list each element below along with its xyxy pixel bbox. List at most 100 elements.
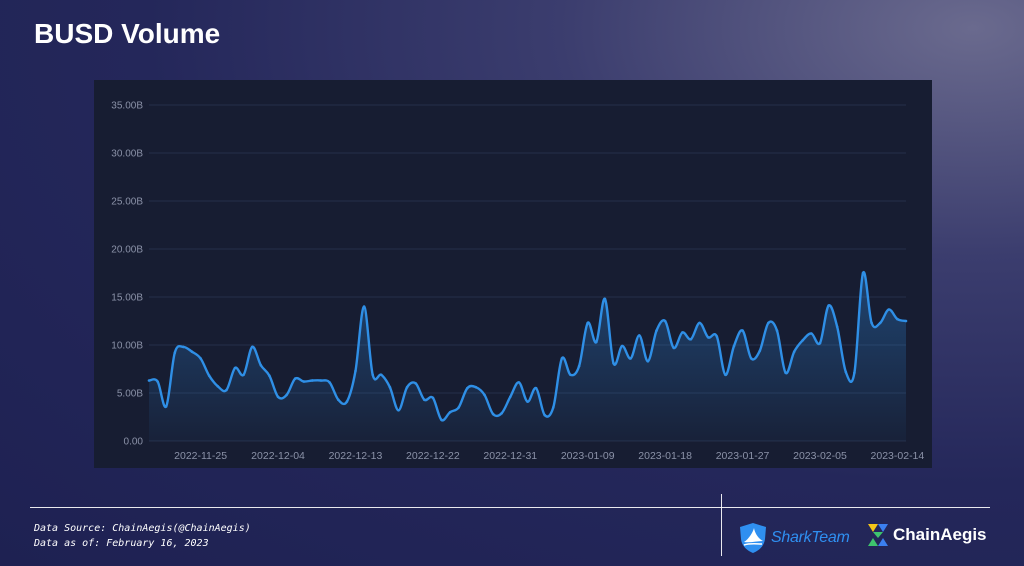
- shark-shield-icon: [740, 523, 766, 553]
- data-point: [792, 350, 796, 354]
- data-point: [293, 377, 297, 380]
- data-point: [569, 373, 572, 377]
- data-point: [603, 297, 607, 301]
- data-point: [448, 410, 452, 414]
- data-point: [337, 398, 340, 402]
- data-point: [612, 361, 615, 365]
- data-point: [853, 371, 856, 375]
- data-point: [638, 334, 641, 337]
- data-point: [164, 405, 168, 408]
- chainaegis-wordmark: ChainAegis: [893, 525, 987, 544]
- data-point: [844, 370, 848, 374]
- data-point: [629, 357, 632, 360]
- y-tick-label: 5.00B: [117, 389, 143, 400]
- data-point: [466, 386, 469, 390]
- y-tick-label: 15.00B: [111, 293, 143, 304]
- data-point: [414, 382, 418, 385]
- data-point: [216, 385, 220, 388]
- data-point: [250, 345, 254, 349]
- busd-volume-chart: 0.00 5.00B 10.00B 15.00B 20.00B 25.00B 30.00B 3…: [111, 101, 924, 463]
- data-point: [405, 385, 409, 389]
- y-tick-label: 35.00B: [111, 101, 143, 112]
- chainaegis-mark-icon: [868, 524, 888, 546]
- data-point: [500, 411, 504, 415]
- x-tick-label: 2022-12-31: [483, 450, 537, 462]
- data-point: [818, 341, 822, 345]
- x-tick-label: 2023-01-18: [638, 450, 692, 462]
- data-point: [423, 398, 426, 402]
- data-point: [319, 379, 323, 382]
- x-tick-label: 2022-12-22: [406, 450, 460, 462]
- data-point: [552, 406, 555, 409]
- data-point: [371, 373, 375, 377]
- data-point: [741, 329, 744, 332]
- data-point: [285, 393, 288, 397]
- data-source-note: Data Source: ChainAegis(@ChainAegis): [34, 523, 251, 534]
- y-tick-label: 10.00B: [111, 341, 143, 352]
- data-point: [474, 385, 478, 389]
- data-point: [801, 338, 805, 342]
- data-point: [715, 335, 719, 338]
- data-point: [681, 331, 684, 334]
- data-point: [509, 395, 512, 399]
- data-point: [517, 381, 521, 384]
- x-axis-ticks: 2022-11-25 2022-12-04 2022-12-13 2022-12-22…: [174, 450, 924, 462]
- sharkteam-logo: SharkTeam: [738, 522, 850, 554]
- data-point: [560, 357, 564, 360]
- data-point: [362, 305, 366, 308]
- data-point: [491, 412, 495, 416]
- data-point: [706, 336, 710, 339]
- data-point: [672, 346, 675, 350]
- chart-title: BUSD Volume: [34, 18, 221, 49]
- data-point: [732, 344, 736, 348]
- data-point: [758, 349, 762, 353]
- data-point: [431, 396, 435, 400]
- data-point: [767, 321, 770, 325]
- data-point: [225, 388, 228, 392]
- data-date-note: Data as of: February 16, 2023: [34, 538, 209, 549]
- data-point: [457, 406, 461, 409]
- data-point: [646, 360, 650, 363]
- chainaegis-logo: ChainAegis: [866, 522, 987, 548]
- data-point: [595, 340, 598, 344]
- data-point: [663, 319, 667, 323]
- data-point: [784, 371, 787, 375]
- data-point: [156, 380, 159, 383]
- footer-divider: [30, 507, 990, 508]
- y-tick-label: 30.00B: [111, 149, 143, 160]
- data-points: [147, 271, 908, 422]
- data-point: [276, 395, 280, 399]
- data-point: [896, 317, 899, 321]
- data-point: [878, 321, 882, 325]
- data-point: [302, 380, 306, 383]
- sharkteam-wordmark: SharkTeam: [771, 529, 850, 546]
- data-point: [827, 304, 830, 307]
- data-point: [620, 344, 624, 348]
- data-point: [182, 345, 185, 349]
- data-point: [724, 373, 727, 377]
- y-axis-ticks: 0.00 5.00B 10.00B 15.00B 20.00B 25.00B 30.00B 3…: [111, 101, 143, 448]
- data-point: [147, 379, 151, 382]
- data-point: [173, 351, 177, 355]
- data-point: [689, 337, 693, 341]
- data-point: [534, 386, 538, 390]
- volume-area: [149, 272, 906, 441]
- data-point: [810, 332, 813, 335]
- data-point: [655, 329, 658, 332]
- data-point: [268, 374, 271, 378]
- data-point: [397, 409, 400, 412]
- data-point: [861, 271, 865, 275]
- data-point: [311, 379, 314, 382]
- data-point: [354, 369, 357, 373]
- data-point: [835, 325, 839, 329]
- data-point: [259, 363, 263, 367]
- data-point: [904, 319, 908, 323]
- x-tick-label: 2022-11-25: [174, 450, 227, 462]
- data-point: [242, 373, 245, 377]
- data-point: [328, 381, 331, 384]
- x-tick-label: 2023-01-09: [561, 450, 615, 462]
- x-tick-label: 2023-02-14: [871, 450, 925, 462]
- data-point: [543, 413, 546, 417]
- data-point: [698, 321, 701, 325]
- data-point: [775, 329, 779, 332]
